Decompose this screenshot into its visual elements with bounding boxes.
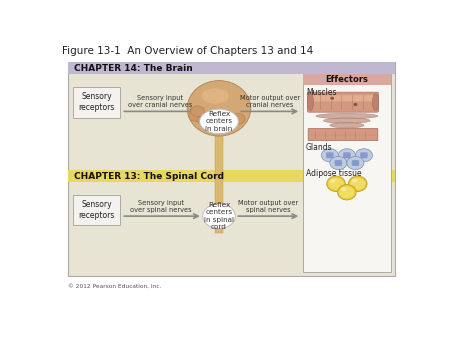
Ellipse shape: [347, 156, 364, 170]
Ellipse shape: [200, 109, 239, 134]
Ellipse shape: [340, 164, 342, 166]
Ellipse shape: [189, 111, 202, 121]
Ellipse shape: [360, 156, 362, 159]
Ellipse shape: [331, 156, 334, 159]
Text: Motor output over
spinal nerves: Motor output over spinal nerves: [238, 200, 298, 213]
Ellipse shape: [330, 179, 336, 183]
Ellipse shape: [334, 160, 337, 162]
Ellipse shape: [326, 156, 328, 159]
Ellipse shape: [338, 149, 356, 162]
Text: Muscles: Muscles: [306, 88, 336, 97]
Ellipse shape: [231, 113, 245, 124]
Bar: [68, 62, 395, 276]
Ellipse shape: [334, 164, 337, 166]
Ellipse shape: [351, 164, 354, 166]
Ellipse shape: [343, 156, 345, 159]
Ellipse shape: [365, 156, 368, 159]
Ellipse shape: [327, 176, 345, 192]
Text: CHAPTER 13: The Spinal Cord: CHAPTER 13: The Spinal Cord: [74, 172, 224, 180]
Ellipse shape: [330, 156, 347, 170]
Bar: [73, 195, 120, 225]
Bar: [68, 170, 395, 182]
Text: Motor output over
cranial nerves: Motor output over cranial nerves: [240, 95, 300, 108]
Text: Glands: Glands: [306, 143, 333, 152]
Ellipse shape: [357, 164, 359, 166]
Ellipse shape: [343, 152, 351, 159]
Ellipse shape: [330, 123, 364, 128]
Ellipse shape: [348, 156, 351, 159]
Ellipse shape: [324, 118, 370, 123]
Ellipse shape: [307, 94, 314, 111]
FancyBboxPatch shape: [307, 92, 378, 112]
Text: Sensory input
over cranial nerves: Sensory input over cranial nerves: [127, 95, 192, 108]
FancyBboxPatch shape: [215, 121, 223, 233]
Ellipse shape: [339, 186, 355, 198]
Text: Sensory
receptors: Sensory receptors: [78, 93, 115, 112]
Text: Sensory
receptors: Sensory receptors: [78, 200, 115, 220]
Ellipse shape: [340, 160, 342, 162]
Bar: [303, 74, 391, 85]
Ellipse shape: [326, 152, 328, 154]
Text: Figure 13-1  An Overview of Chapters 13 and 14: Figure 13-1 An Overview of Chapters 13 a…: [63, 46, 314, 56]
Ellipse shape: [338, 185, 356, 200]
Text: Reflex
centers
in spinal
cord: Reflex centers in spinal cord: [204, 202, 234, 231]
FancyBboxPatch shape: [308, 128, 378, 141]
Text: Sensory input
over spinal nerves: Sensory input over spinal nerves: [130, 200, 192, 213]
Ellipse shape: [187, 80, 251, 136]
Ellipse shape: [212, 114, 226, 124]
Ellipse shape: [227, 114, 241, 125]
Text: Adipose tissue: Adipose tissue: [306, 169, 361, 178]
Ellipse shape: [331, 152, 334, 154]
Ellipse shape: [330, 97, 334, 100]
Ellipse shape: [351, 160, 354, 162]
Ellipse shape: [341, 187, 346, 191]
Ellipse shape: [202, 88, 229, 104]
Bar: [73, 87, 120, 118]
Ellipse shape: [328, 178, 344, 190]
Ellipse shape: [365, 152, 368, 154]
Ellipse shape: [197, 114, 211, 125]
Ellipse shape: [350, 178, 365, 190]
Bar: [68, 62, 395, 74]
Ellipse shape: [191, 106, 205, 117]
Ellipse shape: [352, 179, 357, 183]
Ellipse shape: [343, 152, 345, 154]
FancyBboxPatch shape: [311, 95, 375, 101]
Ellipse shape: [321, 149, 338, 162]
Ellipse shape: [348, 176, 367, 192]
Ellipse shape: [351, 160, 359, 166]
Ellipse shape: [357, 160, 359, 162]
Ellipse shape: [202, 204, 235, 228]
Ellipse shape: [360, 152, 362, 154]
Ellipse shape: [326, 152, 334, 159]
Text: CHAPTER 14: The Brain: CHAPTER 14: The Brain: [74, 64, 193, 73]
Ellipse shape: [360, 152, 368, 159]
Ellipse shape: [353, 103, 357, 106]
Text: Effectors: Effectors: [325, 75, 368, 84]
Ellipse shape: [316, 113, 378, 119]
Text: Reflex
centers
in brain: Reflex centers in brain: [205, 111, 233, 132]
Ellipse shape: [373, 94, 378, 111]
Text: © 2012 Pearson Education, Inc.: © 2012 Pearson Education, Inc.: [68, 284, 161, 289]
Ellipse shape: [356, 149, 373, 162]
Ellipse shape: [348, 152, 351, 154]
Bar: [303, 74, 391, 271]
Ellipse shape: [334, 160, 342, 166]
